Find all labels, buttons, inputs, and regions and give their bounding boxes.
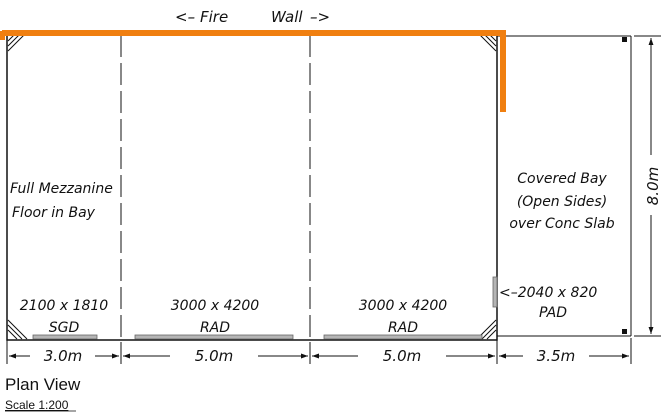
mezzanine-note-line2: Floor in Bay (12, 205, 96, 221)
scale-label: Scale 1:200 (5, 398, 69, 412)
post (622, 329, 627, 334)
covered-bay-note-line3: over Conc Slab (509, 216, 614, 232)
dimension-8m: 8.0m (644, 167, 662, 205)
dimension-5m-b: 5.0m (383, 347, 421, 365)
rad2-size-label: 3000 x 4200 (359, 298, 448, 314)
fire-wall-label-left-arrow: <– (175, 8, 195, 26)
covered-bay-outline (497, 35, 632, 337)
covered-bay-note-line1: Covered Bay (517, 171, 607, 187)
rad1-size-label: 3000 x 4200 (171, 298, 260, 314)
sgd-type-label: SGD (49, 320, 80, 336)
covered-bay-note-line2: (Open Sides) (517, 194, 607, 210)
pad-size-label: <–2040 x 820 (499, 285, 597, 301)
sgd-door (32, 334, 98, 340)
rad1-type-label: RAD (200, 320, 230, 336)
sgd-size-label: 2100 x 1810 (20, 298, 109, 314)
corner-hatches (7, 34, 497, 340)
pad-door (492, 276, 498, 308)
bay-dividers (120, 35, 311, 338)
post (622, 37, 627, 42)
openings (32, 276, 498, 340)
dimension-5m-a: 5.0m (195, 347, 233, 365)
rad2-type-label: RAD (388, 320, 418, 336)
vertical-dimension (634, 35, 661, 337)
dimension-3-5m: 3.5m (537, 347, 575, 365)
rad-door-1 (134, 334, 294, 340)
rad-door-2 (323, 334, 483, 340)
fire-wall (0, 30, 506, 112)
fire-wall-label-wall: Wall (271, 8, 303, 26)
fire-wall-label-right-arrow: –> (310, 8, 330, 26)
plan-view-title: Plan View (5, 375, 81, 394)
pad-type-label: PAD (539, 305, 567, 321)
fire-wall-label-fire: Fire (200, 8, 228, 26)
mezzanine-note-line1: Full Mezzanine (10, 181, 113, 197)
dimension-3m: 3.0m (44, 347, 82, 365)
horizontal-dimensions (6, 338, 632, 364)
